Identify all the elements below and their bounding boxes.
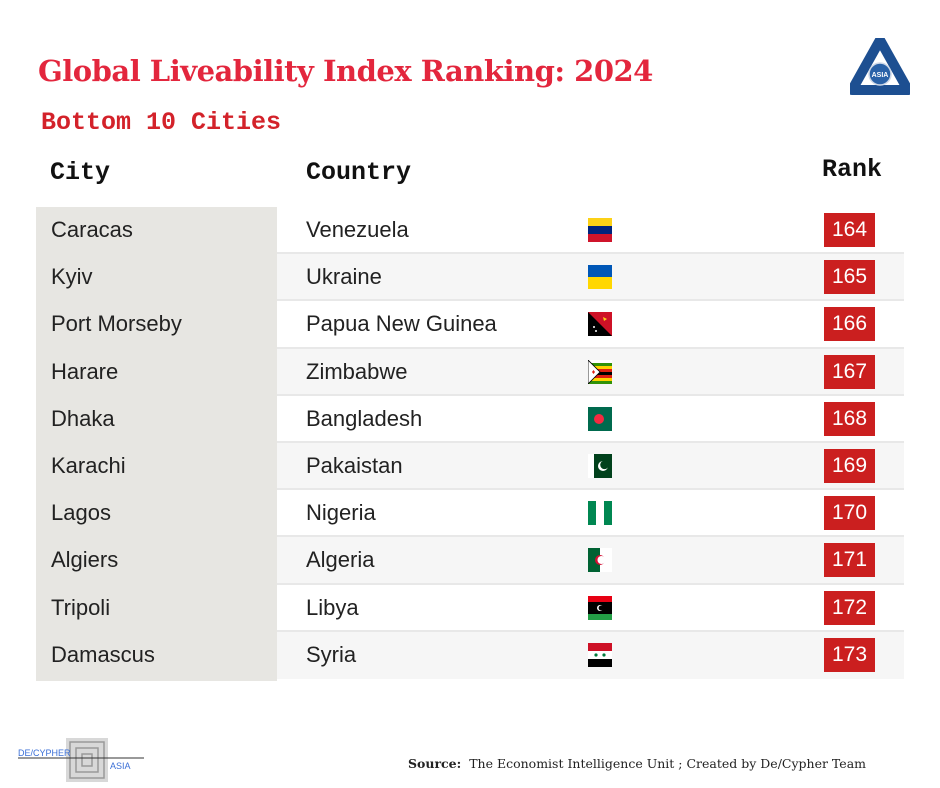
- column-header-rank: Rank: [822, 155, 883, 184]
- city-cell: Lagos: [36, 490, 277, 538]
- city-cell: Algiers: [36, 537, 277, 585]
- page-title: Global Liveability Index Ranking: 2024: [38, 54, 653, 88]
- city-cell: Harare: [36, 348, 277, 396]
- country-cell: Pakaistan: [306, 452, 403, 478]
- page-subtitle: Bottom 10 Cities: [41, 108, 282, 137]
- ranking-table: Caracas Venezuela 164 Kyiv Ukraine 165 Por…: [36, 207, 904, 681]
- rank-badge: 172: [824, 590, 875, 625]
- rank-badge: 165: [824, 260, 875, 295]
- city-cell: Tripoli: [36, 584, 277, 632]
- country-cell: Bangladesh: [306, 405, 423, 431]
- footer-logo-right: ASIA: [110, 761, 131, 771]
- svg-text:ASIA: ASIA: [872, 72, 889, 79]
- country-cell: Papua New Guinea: [306, 311, 497, 337]
- table-row: Kyiv Ukraine 165: [36, 254, 904, 302]
- algeria-flag-icon: [588, 548, 612, 573]
- city-cell: Dhaka: [36, 395, 277, 443]
- nigeria-flag-icon: [588, 501, 612, 526]
- table-row: Damascus Syria 173: [36, 631, 904, 681]
- table-row: Algiers Algeria 171: [36, 537, 904, 585]
- country-cell: Zimbabwe: [306, 358, 408, 384]
- country-cell: Venezuela: [306, 217, 409, 242]
- papua-new-guinea-flag-icon: [588, 312, 612, 337]
- city-cell: Damascus: [36, 631, 277, 681]
- rank-badge: 169: [824, 448, 875, 483]
- decypher-asia-logo: DE/CYPHER ASIA: [18, 738, 144, 782]
- source-note: Source: The Economist Intelligence Unit ;…: [408, 756, 866, 771]
- country-cell: Libya: [306, 594, 359, 620]
- table-row: Harare Zimbabwe 167: [36, 348, 904, 396]
- footer-logo-left: DE/CYPHER: [18, 748, 71, 758]
- country-cell: Nigeria: [306, 500, 376, 526]
- table-row: Karachi Pakaistan 169: [36, 442, 904, 491]
- table-row: Lagos Nigeria 170: [36, 490, 904, 538]
- syria-flag-icon: [588, 642, 612, 667]
- rank-badge: 167: [824, 354, 875, 389]
- source-text: The Economist Intelligence Unit ; Create…: [469, 756, 867, 771]
- ukraine-flag-icon: [588, 265, 612, 290]
- table-row: Caracas Venezuela 164: [36, 207, 904, 255]
- rank-badge: 173: [824, 637, 875, 672]
- rank-badge: 164: [824, 213, 875, 247]
- source-label: Source:: [408, 756, 462, 771]
- libya-flag-icon: [588, 595, 612, 620]
- table-row: Dhaka Bangladesh 168: [36, 395, 904, 443]
- column-header-city: City: [50, 158, 111, 187]
- country-cell: Syria: [306, 641, 357, 667]
- rank-badge: 171: [824, 543, 875, 578]
- pakistan-flag-icon: [588, 453, 612, 478]
- rank-badge: 166: [824, 307, 875, 342]
- city-cell: Port Morseby: [36, 301, 277, 349]
- zimbabwe-flag-icon: [588, 359, 612, 384]
- asia-insight-logo: ASIA: [850, 38, 910, 95]
- country-cell: Ukraine: [306, 264, 382, 290]
- rank-badge: 168: [824, 401, 875, 436]
- city-cell: Kyiv: [36, 254, 277, 302]
- city-cell: Karachi: [36, 442, 277, 491]
- column-header-country: Country: [306, 158, 412, 187]
- venezuela-flag-icon: [588, 218, 612, 242]
- bangladesh-flag-icon: [588, 406, 612, 431]
- country-cell: Algeria: [306, 547, 375, 573]
- rank-badge: 170: [824, 496, 875, 531]
- table-row: Tripoli Libya 172: [36, 584, 904, 632]
- table-row: Port Morseby Papua New Guinea 166: [36, 301, 904, 349]
- city-cell: Caracas: [36, 207, 277, 255]
